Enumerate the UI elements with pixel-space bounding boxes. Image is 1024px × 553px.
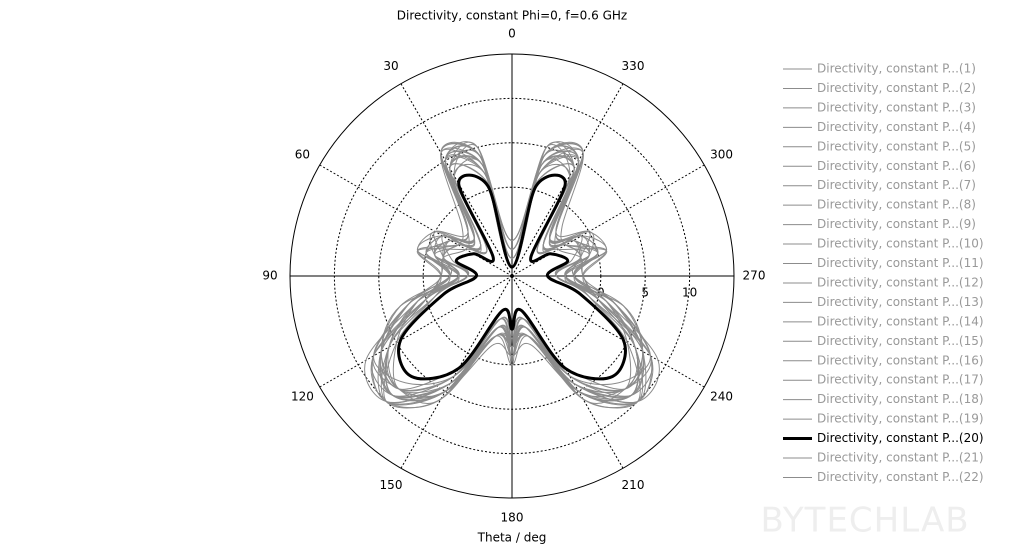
theta-tick-label: 210 [622, 478, 645, 492]
series-line [385, 141, 639, 401]
legend-label: Directivity, constant P...(16) [817, 353, 984, 367]
series-line [372, 145, 652, 398]
legend-label: Directivity, constant P...(18) [817, 392, 984, 406]
r-tick-label: 5 [641, 286, 649, 300]
legend-label: Directivity, constant P...(5) [817, 139, 976, 153]
grid-spoke [511, 83, 624, 277]
legend-label: Directivity, constant P...(19) [817, 412, 984, 426]
r-tick-label: 10 [682, 286, 697, 300]
legend-label: Directivity, constant P...(1) [817, 62, 976, 76]
grid-spoke [400, 83, 513, 277]
theta-tick-label: 30 [383, 59, 398, 73]
theta-tick-label: 150 [380, 478, 403, 492]
legend-label: Directivity, constant P...(21) [817, 451, 984, 465]
legend-label: Directivity, constant P...(2) [817, 81, 976, 95]
grid-spoke [319, 275, 513, 388]
legend-label: Directivity, constant P...(15) [817, 334, 984, 348]
legend-label: Directivity, constant P...(8) [817, 198, 976, 212]
theta-tick-label: 330 [622, 59, 645, 73]
legend-label: Directivity, constant P...(9) [817, 217, 976, 231]
theta-tick-label: 60 [295, 148, 310, 162]
grid-spoke [511, 275, 624, 469]
legend-label: Directivity, constant P...(14) [817, 314, 984, 328]
legend-label: Directivity, constant P...(20) [817, 431, 984, 445]
theta-tick-label: 240 [710, 390, 733, 404]
series-line [377, 156, 647, 404]
theta-tick-label: 0 [508, 27, 516, 41]
legend-label: Directivity, constant P...(22) [817, 470, 984, 484]
axis-label: Theta / deg [477, 531, 547, 545]
legend-label: Directivity, constant P...(3) [817, 100, 976, 114]
legend-label: Directivity, constant P...(13) [817, 295, 984, 309]
theta-tick-label: 180 [501, 511, 524, 525]
legend-label: Directivity, constant P...(4) [817, 120, 976, 134]
theta-tick-label: 300 [710, 148, 733, 162]
curves [364, 141, 660, 409]
series-line [392, 142, 632, 394]
theta-tick-label: 270 [743, 269, 766, 283]
theta-tick-label: 120 [291, 390, 314, 404]
legend-label: Directivity, constant P...(7) [817, 178, 976, 192]
legend-label: Directivity, constant P...(11) [817, 256, 984, 270]
grid-spoke [400, 275, 513, 469]
grid-spoke [511, 275, 705, 388]
legend-label: Directivity, constant P...(12) [817, 275, 984, 289]
watermark: BYTECHLAB [760, 501, 969, 541]
legend-label: Directivity, constant P...(6) [817, 159, 976, 173]
chart-title: Directivity, constant Phi=0, f=0.6 GHz [397, 9, 627, 23]
legend-label: Directivity, constant P...(17) [817, 373, 984, 387]
series-line [397, 173, 627, 381]
legend: Directivity, constant P...(1) Directivity… [783, 62, 984, 484]
theta-tick-label: 90 [262, 269, 277, 283]
legend-label: Directivity, constant P...(10) [817, 237, 984, 251]
